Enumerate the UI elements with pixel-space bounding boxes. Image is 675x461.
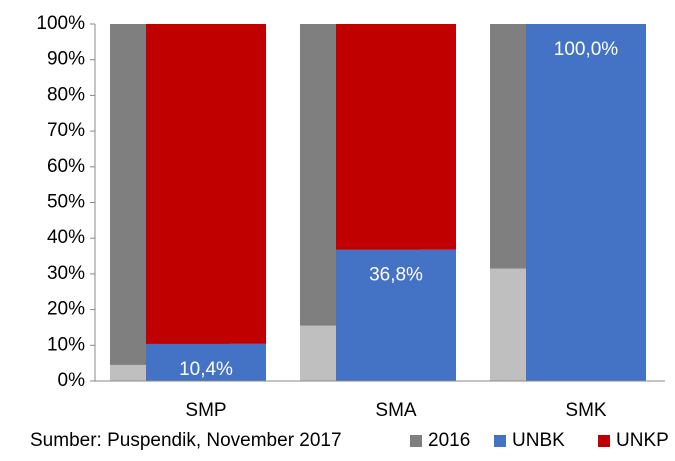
y-tick-label: 100% [36, 13, 85, 34]
y-tick-label: 20% [47, 299, 85, 320]
legend-label: UNBK [512, 430, 565, 451]
legend-swatch [410, 435, 422, 447]
legend-label: UNKP [616, 430, 669, 451]
y-tick-label: 40% [47, 227, 85, 248]
value-label: 36,8% [369, 265, 423, 286]
x-tick-label: SMA [375, 400, 417, 421]
bar-segment [146, 24, 266, 344]
y-tick-label: 80% [47, 84, 85, 105]
bar-segment [336, 24, 456, 250]
y-tick-label: 30% [47, 263, 85, 284]
legend-swatch [598, 435, 610, 447]
y-tick-label: 50% [47, 192, 85, 213]
x-tick-label: SMK [565, 400, 607, 421]
y-tick-label: 10% [47, 334, 85, 355]
bar-segment [526, 24, 646, 381]
x-tick-label: SMP [185, 400, 226, 421]
value-label: 100,0% [554, 39, 619, 60]
bar-segment [336, 249, 456, 381]
y-tick-label: 70% [47, 120, 85, 141]
source-note: Sumber: Puspendik, November 2017 [30, 430, 342, 451]
value-label: 10,4% [179, 359, 233, 380]
y-tick-label: 0% [58, 370, 86, 391]
legend-label: 2016 [428, 430, 470, 451]
bar-segment [146, 343, 266, 381]
y-tick-label: 90% [47, 49, 85, 70]
y-tick-label: 60% [47, 156, 85, 177]
legend-swatch [494, 435, 506, 447]
